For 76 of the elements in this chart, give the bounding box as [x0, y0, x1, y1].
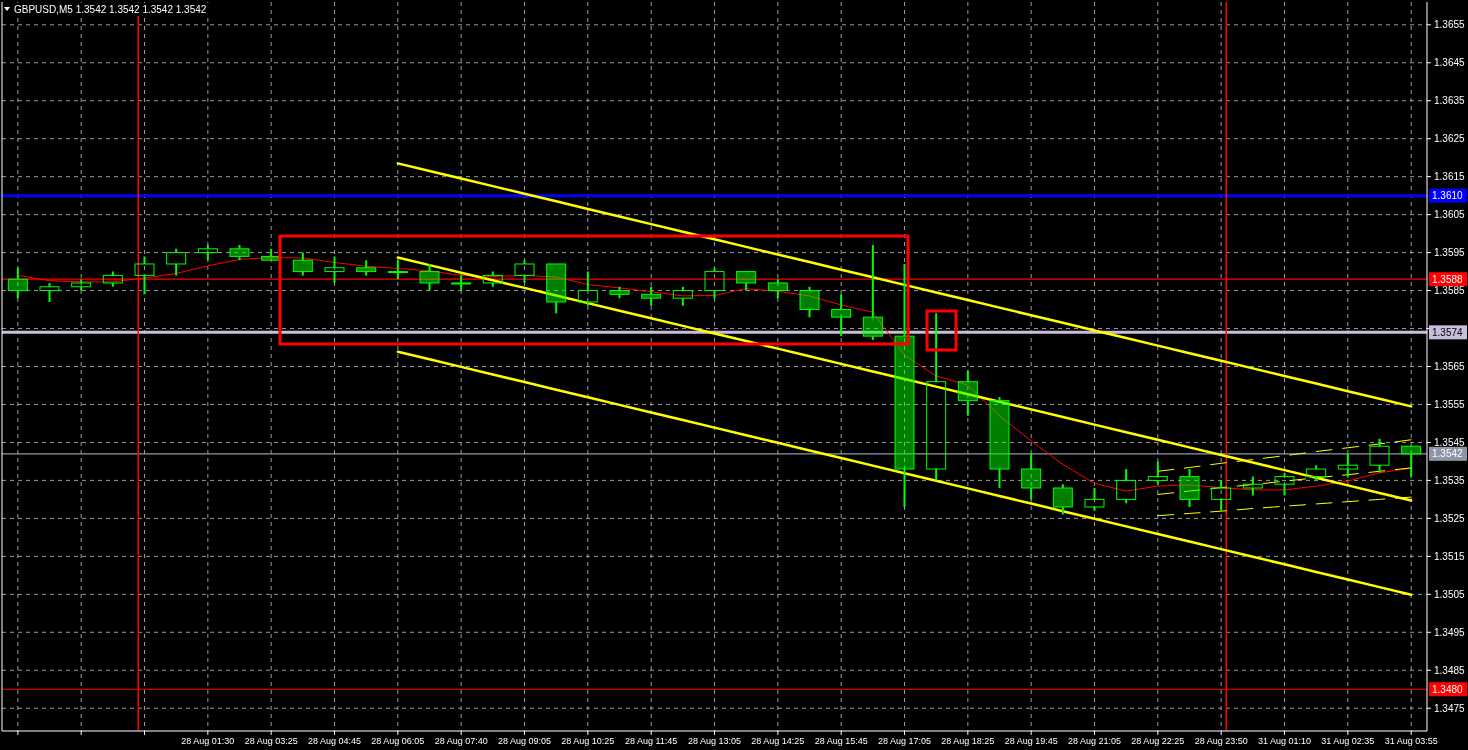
x-tick-label: 28 Aug 17:05 — [877, 736, 932, 746]
line-series — [396, 350, 1413, 596]
candlestick — [229, 244, 250, 262]
candlestick — [356, 259, 377, 277]
x-tick-label: 28 Aug 11:45 — [624, 736, 678, 746]
candlestick — [957, 369, 978, 417]
ref-line-label: 1.3542 — [1432, 448, 1464, 460]
candlestick — [831, 293, 852, 338]
y-tick-label: 1.3585 — [1434, 285, 1466, 297]
y-tick-label: 1.3635 — [1434, 95, 1466, 107]
candlestick — [641, 285, 662, 307]
candlestick — [577, 270, 598, 307]
y-tick-label: 1.3565 — [1434, 361, 1466, 372]
candlestick — [419, 262, 440, 292]
candlestick — [1116, 468, 1137, 505]
x-tick-label: 28 Aug 23:50 — [1194, 736, 1248, 746]
candlestick — [926, 312, 947, 482]
candlestick — [71, 278, 92, 292]
candlestick — [387, 259, 408, 281]
ref-line-label: 1.3574 — [1432, 326, 1464, 338]
x-tick-label: 28 Aug 03:25 — [244, 736, 298, 746]
candlestick — [1337, 452, 1358, 478]
x-tick-label: 31 Aug 01:10 — [1257, 736, 1312, 746]
ref-line-label: 1.3588 — [1432, 273, 1464, 285]
x-tick-label: 28 Aug 10:25 — [561, 736, 615, 746]
x-tick-label: 28 Aug 15:45 — [814, 736, 868, 746]
x-tick-label: 28 Aug 21:05 — [1067, 736, 1122, 746]
candlestick — [767, 278, 788, 300]
y-tick-label: 1.3655 — [1434, 19, 1466, 31]
x-tick-label: 28 Aug 19:45 — [1004, 736, 1058, 746]
x-tick-label: 28 Aug 01:30 — [181, 736, 235, 746]
y-tick-label: 1.3625 — [1434, 133, 1466, 145]
y-tick-label: 1.3535 — [1434, 474, 1466, 486]
x-tick-label: 28 Aug 18:25 — [941, 736, 995, 746]
ref-line-label: 1.3480 — [1432, 683, 1464, 695]
y-tick-label: 1.3545 — [1434, 436, 1466, 448]
candlestick — [989, 395, 1010, 489]
candlestick — [1147, 460, 1168, 486]
candlestick — [546, 263, 567, 315]
candlestick — [1211, 479, 1232, 512]
y-tick-label: 1.3605 — [1434, 209, 1466, 221]
x-tick-label: 28 Aug 07:40 — [434, 736, 488, 746]
x-tick-label: 28 Aug 13:05 — [687, 736, 742, 746]
chart-title: GBPUSD,M5 1.3542 1.3542 1.3542 1.3542 — [14, 4, 207, 15]
x-tick-label: 31 Aug 02:35 — [1321, 736, 1375, 746]
candlestick — [799, 285, 820, 319]
x-tick-label: 28 Aug 06:05 — [371, 736, 425, 746]
ref-line-label: 1.3610 — [1432, 190, 1464, 202]
candlestick — [7, 266, 28, 300]
y-tick-label: 1.3645 — [1434, 57, 1466, 69]
candlestick — [609, 285, 630, 300]
x-tick-label: 31 Aug 03:55 — [1384, 736, 1438, 746]
y-tick-label: 1.3475 — [1434, 702, 1466, 714]
x-tick-label: 28 Aug 09:05 — [497, 736, 552, 746]
y-tick-label: 1.3495 — [1434, 626, 1466, 638]
line-series — [396, 162, 1413, 408]
x-tick-label: 28 Aug 22:25 — [1131, 736, 1185, 746]
candlestick — [1179, 468, 1200, 508]
candlestick — [324, 255, 345, 284]
candlestick — [1052, 483, 1073, 516]
x-tick-label: 28 Aug 14:25 — [751, 736, 805, 746]
candlestick — [736, 271, 757, 292]
y-tick-label: 1.3485 — [1434, 664, 1466, 676]
candlestick — [1021, 452, 1042, 501]
y-tick-label: 1.3515 — [1434, 550, 1466, 562]
candlestick — [1274, 471, 1295, 497]
candlestick — [862, 244, 883, 341]
y-tick-label: 1.3555 — [1434, 398, 1466, 410]
y-tick-label: 1.3595 — [1434, 247, 1466, 259]
candlestick — [1242, 475, 1263, 497]
y-tick-label: 1.3525 — [1434, 512, 1466, 524]
y-tick-label: 1.3615 — [1434, 171, 1466, 183]
y-tick-label: 1.3505 — [1434, 588, 1466, 600]
x-tick-label: 28 Aug 04:45 — [307, 736, 362, 746]
candlestick — [39, 281, 60, 303]
candlestick — [261, 247, 282, 261]
